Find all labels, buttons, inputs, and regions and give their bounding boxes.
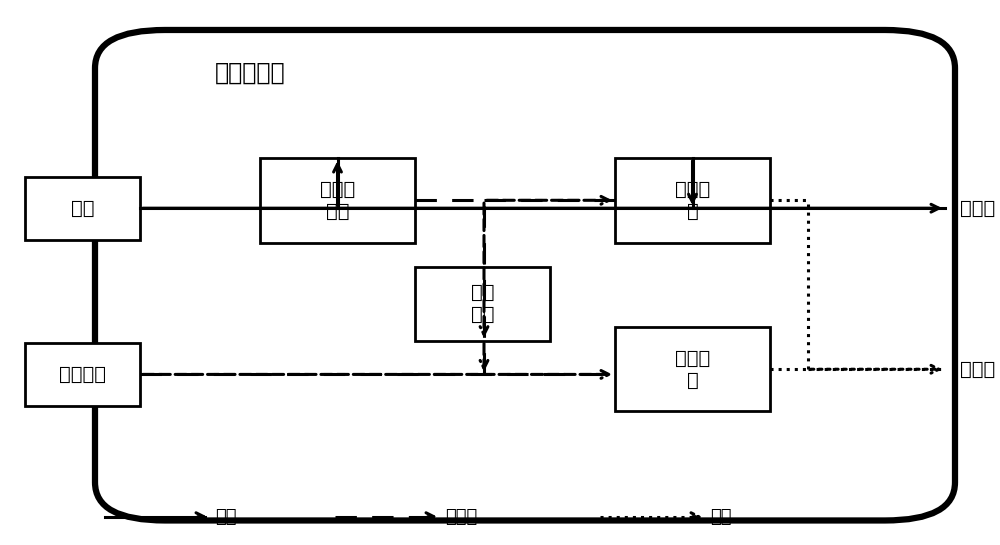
Text: 电能: 电能 bbox=[215, 507, 237, 526]
FancyBboxPatch shape bbox=[25, 177, 140, 240]
Text: 燃气锅
炉: 燃气锅 炉 bbox=[675, 349, 710, 390]
Text: 能源转换器: 能源转换器 bbox=[215, 60, 286, 84]
Text: 储气
装置: 储气 装置 bbox=[471, 283, 494, 324]
FancyBboxPatch shape bbox=[415, 267, 550, 341]
Text: 热负荷: 热负荷 bbox=[960, 360, 995, 378]
Text: 电负荷: 电负荷 bbox=[960, 199, 995, 217]
Text: 电网: 电网 bbox=[71, 199, 94, 218]
Text: 燃气轮
机: 燃气轮 机 bbox=[675, 180, 710, 221]
Text: 热能: 热能 bbox=[710, 507, 732, 526]
FancyBboxPatch shape bbox=[25, 343, 140, 406]
Text: 天然气网: 天然气网 bbox=[59, 365, 106, 384]
FancyBboxPatch shape bbox=[260, 158, 415, 243]
Text: 天然气: 天然气 bbox=[445, 507, 477, 526]
FancyBboxPatch shape bbox=[615, 327, 770, 411]
Text: 电转气
设备: 电转气 设备 bbox=[320, 180, 355, 221]
FancyBboxPatch shape bbox=[95, 30, 955, 520]
FancyBboxPatch shape bbox=[615, 158, 770, 243]
